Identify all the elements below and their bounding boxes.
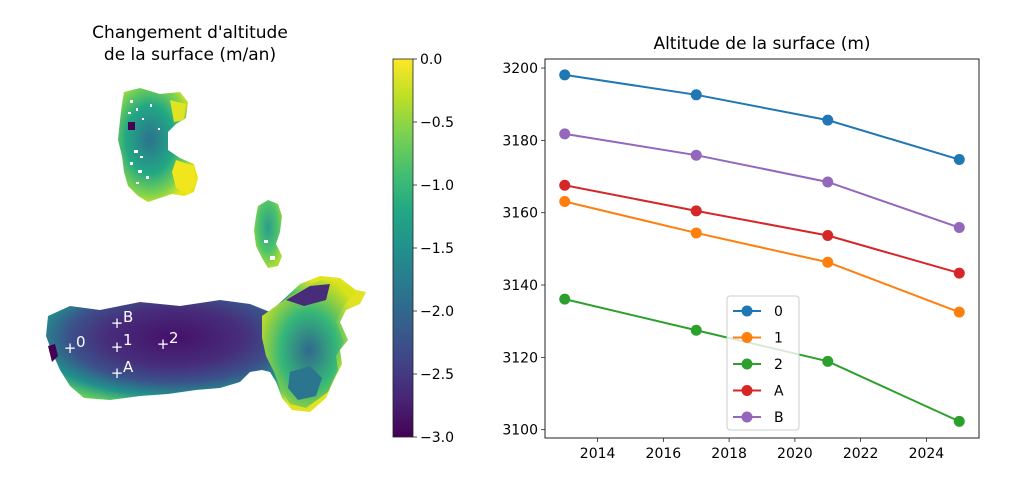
plot-area: [559, 69, 965, 427]
colorbar-tick-label: −1.5: [420, 241, 454, 257]
x-tick-label: 2024: [909, 446, 945, 462]
point-label-2: 2: [169, 329, 179, 347]
colorbar: 0.0 −0.5 −1.0 −1.5 −2.0 −2.5 −3.0: [392, 52, 454, 446]
colorbar-ticks: 0.0 −0.5 −1.0 −1.5 −2.0 −2.5 −3.0: [413, 52, 454, 446]
main-glacier: [46, 276, 366, 412]
colorbar-tick-label: −2.5: [420, 367, 454, 383]
colorbar-gradient: [392, 58, 414, 438]
legend-item-2: 2: [733, 357, 783, 373]
colorbar-tick-label: 0.0: [420, 52, 442, 68]
y-tick-label: 3160: [502, 206, 538, 222]
colorbar-tick-label: −2.0: [420, 304, 454, 320]
legend-marker: [741, 385, 753, 396]
data-point-A-2017: [690, 205, 702, 217]
plot-frame: [544, 58, 980, 439]
legend: 0 1 2 AB: [726, 295, 800, 431]
legend-item-B: B: [733, 410, 784, 426]
data-point-A-2013: [559, 179, 571, 191]
series-line-A: [564, 184, 960, 275]
map-title-line-1: Changement d'altitude: [92, 23, 288, 43]
map-point-0: + 0: [64, 333, 86, 357]
data-point-A-2021: [822, 229, 834, 241]
colorbar-tick-label: −3.0: [420, 430, 454, 446]
legend-label: 1: [774, 331, 783, 347]
data-point-B-2025: [953, 222, 965, 234]
point-marker-0: +: [64, 339, 77, 357]
point-marker-2: +: [157, 335, 170, 353]
x-tick-label: 2020: [777, 446, 813, 462]
legend-item-0: 0: [733, 304, 783, 320]
data-point-B-2017: [690, 149, 702, 161]
point-marker-B: +: [111, 314, 124, 332]
series-1: [559, 195, 965, 318]
point-label-0: 0: [76, 333, 86, 351]
data-point-0-2013: [559, 69, 571, 81]
x-axis: 2014 2016 2018 2020 2022 2024: [580, 438, 945, 462]
data-point-2-2021: [822, 355, 834, 367]
series-line-0: [564, 73, 960, 161]
data-point-1-2025: [953, 306, 965, 318]
point-marker-1: +: [111, 338, 124, 356]
data-point-1-2017: [690, 227, 702, 239]
series-B: [559, 128, 965, 234]
map-point-A: + A: [111, 358, 134, 382]
map-title-line-2: de la surface (m/an): [104, 45, 276, 65]
data-point-0-2025: [953, 154, 965, 166]
data-point-0-2021: [822, 114, 834, 126]
legend-label: B: [774, 410, 784, 426]
colorbar-tick-label: −1.0: [420, 178, 454, 194]
data-point-0-2017: [690, 89, 702, 101]
legend-label: 2: [774, 357, 783, 373]
series-0: [559, 69, 965, 166]
data-point-2-2025: [953, 415, 965, 427]
y-tick-label: 3180: [502, 133, 538, 149]
legend-box: [726, 295, 800, 431]
map-point-1: + 1: [111, 331, 133, 356]
data-point-B-2021: [822, 176, 834, 188]
x-tick-label: 2014: [580, 446, 616, 462]
map-point-2: + 2: [157, 329, 179, 353]
legend-marker: [741, 332, 753, 343]
series-line-1: [564, 200, 960, 314]
series-line-B: [564, 132, 960, 229]
data-point-2-2013: [559, 293, 571, 305]
point-label-A: A: [123, 358, 134, 376]
legend-label: A: [774, 384, 784, 400]
legend-label: 0: [774, 304, 783, 320]
point-marker-A: +: [111, 364, 124, 382]
map-point-B: + B: [111, 308, 134, 332]
data-point-1-2013: [559, 195, 571, 207]
colorbar-tick-label: −0.5: [420, 115, 454, 131]
legend-item-1: 1: [733, 331, 783, 347]
point-label-B: B: [123, 308, 133, 326]
data-point-2-2017: [690, 324, 702, 336]
legend-marker: [741, 411, 753, 423]
legend-marker: [741, 358, 753, 370]
legend-marker: [741, 305, 753, 317]
y-tick-label: 3100: [502, 423, 538, 439]
point-label-1: 1: [123, 331, 133, 349]
x-tick-label: 2016: [646, 446, 682, 462]
data-point-B-2013: [559, 128, 571, 140]
y-axis: 3100 3120 3140 3160 3180 3200: [502, 61, 545, 439]
x-tick-label: 2018: [711, 446, 747, 462]
chart-title: Altitude de la surface (m): [653, 34, 870, 54]
altitude-line-chart: Altitude de la surface (m) 2014 2016 2018 2…: [502, 34, 980, 462]
data-point-1-2021: [822, 256, 834, 268]
y-tick-label: 3200: [502, 61, 538, 77]
north-glacier: [118, 88, 198, 202]
x-tick-label: 2022: [843, 446, 879, 462]
middle-glacier: [254, 200, 282, 268]
series-A: [559, 179, 965, 279]
data-point-A-2025: [953, 267, 965, 279]
y-tick-label: 3140: [502, 278, 538, 294]
elevation-change-map: Changement d'altitude de la surface (m/a…: [46, 23, 366, 412]
legend-item-A: A: [733, 384, 784, 400]
y-tick-label: 3120: [502, 350, 538, 366]
